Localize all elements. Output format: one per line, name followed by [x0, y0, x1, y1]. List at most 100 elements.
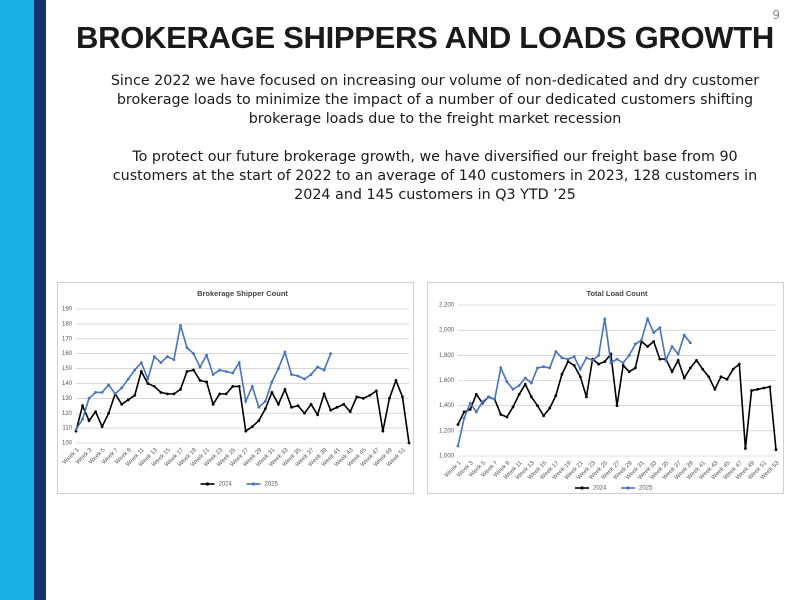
- data-point: [603, 317, 607, 321]
- data-point: [505, 380, 509, 384]
- data-point: [198, 379, 202, 382]
- data-point: [303, 377, 306, 381]
- data-point: [713, 387, 717, 391]
- data-point: [566, 357, 570, 361]
- data-point: [277, 402, 280, 406]
- y-tick-label: 1,600: [439, 378, 455, 384]
- data-point: [621, 361, 625, 365]
- data-point: [309, 402, 313, 406]
- data-point: [133, 368, 137, 372]
- data-point: [682, 333, 686, 337]
- data-point: [322, 368, 326, 372]
- data-point: [120, 402, 124, 406]
- data-point: [270, 380, 274, 384]
- data-point: [303, 411, 306, 415]
- data-point: [224, 370, 228, 373]
- data-point: [152, 355, 156, 359]
- data-point: [329, 408, 333, 412]
- y-tick-label: 130: [62, 396, 73, 402]
- data-point: [231, 385, 235, 388]
- data-point: [652, 331, 656, 335]
- data-point: [166, 392, 169, 396]
- series-line: [75, 325, 332, 431]
- paragraph: To protect our future brokerage growth, …: [112, 149, 758, 203]
- data-point: [263, 399, 267, 403]
- data-point: [179, 388, 182, 391]
- data-point: [511, 387, 515, 391]
- data-point: [126, 377, 130, 381]
- y-tick-label: 160: [62, 351, 73, 357]
- data-point: [296, 404, 300, 408]
- data-point: [487, 395, 490, 399]
- data-point: [74, 428, 78, 431]
- data-point: [554, 350, 558, 353]
- data-point: [548, 406, 552, 410]
- data-point: [159, 361, 163, 364]
- y-tick-label: 100: [62, 441, 73, 447]
- data-point: [640, 338, 643, 342]
- data-point: [615, 404, 619, 408]
- data-point: [133, 393, 137, 397]
- data-point: [750, 389, 753, 392]
- data-point: [597, 362, 601, 366]
- data-point: [335, 405, 339, 409]
- data-point: [198, 365, 202, 369]
- data-point: [316, 365, 319, 369]
- data-point: [670, 345, 674, 348]
- y-tick-label: 2,200: [439, 303, 455, 309]
- data-point: [572, 364, 576, 367]
- data-point: [192, 352, 195, 356]
- data-point: [701, 367, 705, 371]
- chart-title: Brokerage Shipper Count: [197, 289, 288, 298]
- data-point: [456, 444, 460, 448]
- data-point: [407, 441, 411, 445]
- data-point: [468, 408, 472, 411]
- data-point: [113, 392, 117, 396]
- data-point: [244, 399, 248, 403]
- data-point: [474, 392, 478, 396]
- data-point: [572, 355, 576, 358]
- data-point: [591, 358, 594, 362]
- data-point: [554, 394, 558, 397]
- legend-label: 2024: [593, 486, 607, 492]
- data-point: [511, 405, 515, 409]
- data-point: [658, 326, 662, 330]
- data-point: [257, 405, 261, 409]
- y-tick-label: 190: [62, 307, 73, 313]
- data-point: [87, 419, 91, 423]
- data-point: [81, 404, 84, 408]
- data-point: [744, 447, 747, 450]
- data-point: [597, 353, 601, 357]
- data-point: [707, 375, 711, 379]
- data-point: [774, 448, 778, 452]
- data-point: [566, 360, 570, 364]
- data-point: [481, 400, 484, 404]
- data-point: [172, 358, 176, 362]
- data-point: [627, 353, 631, 357]
- data-point: [725, 377, 729, 381]
- data-point: [250, 385, 254, 388]
- data-point: [237, 361, 241, 364]
- data-point: [646, 317, 649, 321]
- data-point: [523, 376, 527, 380]
- data-point: [603, 360, 607, 364]
- data-point: [627, 370, 631, 374]
- legend-label: 2025: [639, 486, 653, 492]
- chart: Total Load Count 1,000 1,200 1,400 1,600 1,80…: [439, 289, 781, 492]
- legend-marker: [251, 482, 256, 486]
- series-line: [75, 369, 410, 444]
- data-point: [126, 398, 130, 402]
- data-point: [560, 356, 564, 360]
- data-point: [355, 395, 359, 399]
- data-point: [388, 396, 391, 400]
- data-point: [529, 381, 533, 385]
- data-point: [237, 385, 241, 388]
- data-point: [688, 366, 692, 370]
- data-point: [192, 368, 195, 372]
- data-point: [633, 366, 637, 370]
- data-point: [185, 370, 189, 373]
- y-tick-label: 1,800: [439, 353, 455, 359]
- slide-title: BROKERAGE SHIPPERS AND LOADS GROWTH: [76, 20, 774, 55]
- data-point: [499, 366, 503, 370]
